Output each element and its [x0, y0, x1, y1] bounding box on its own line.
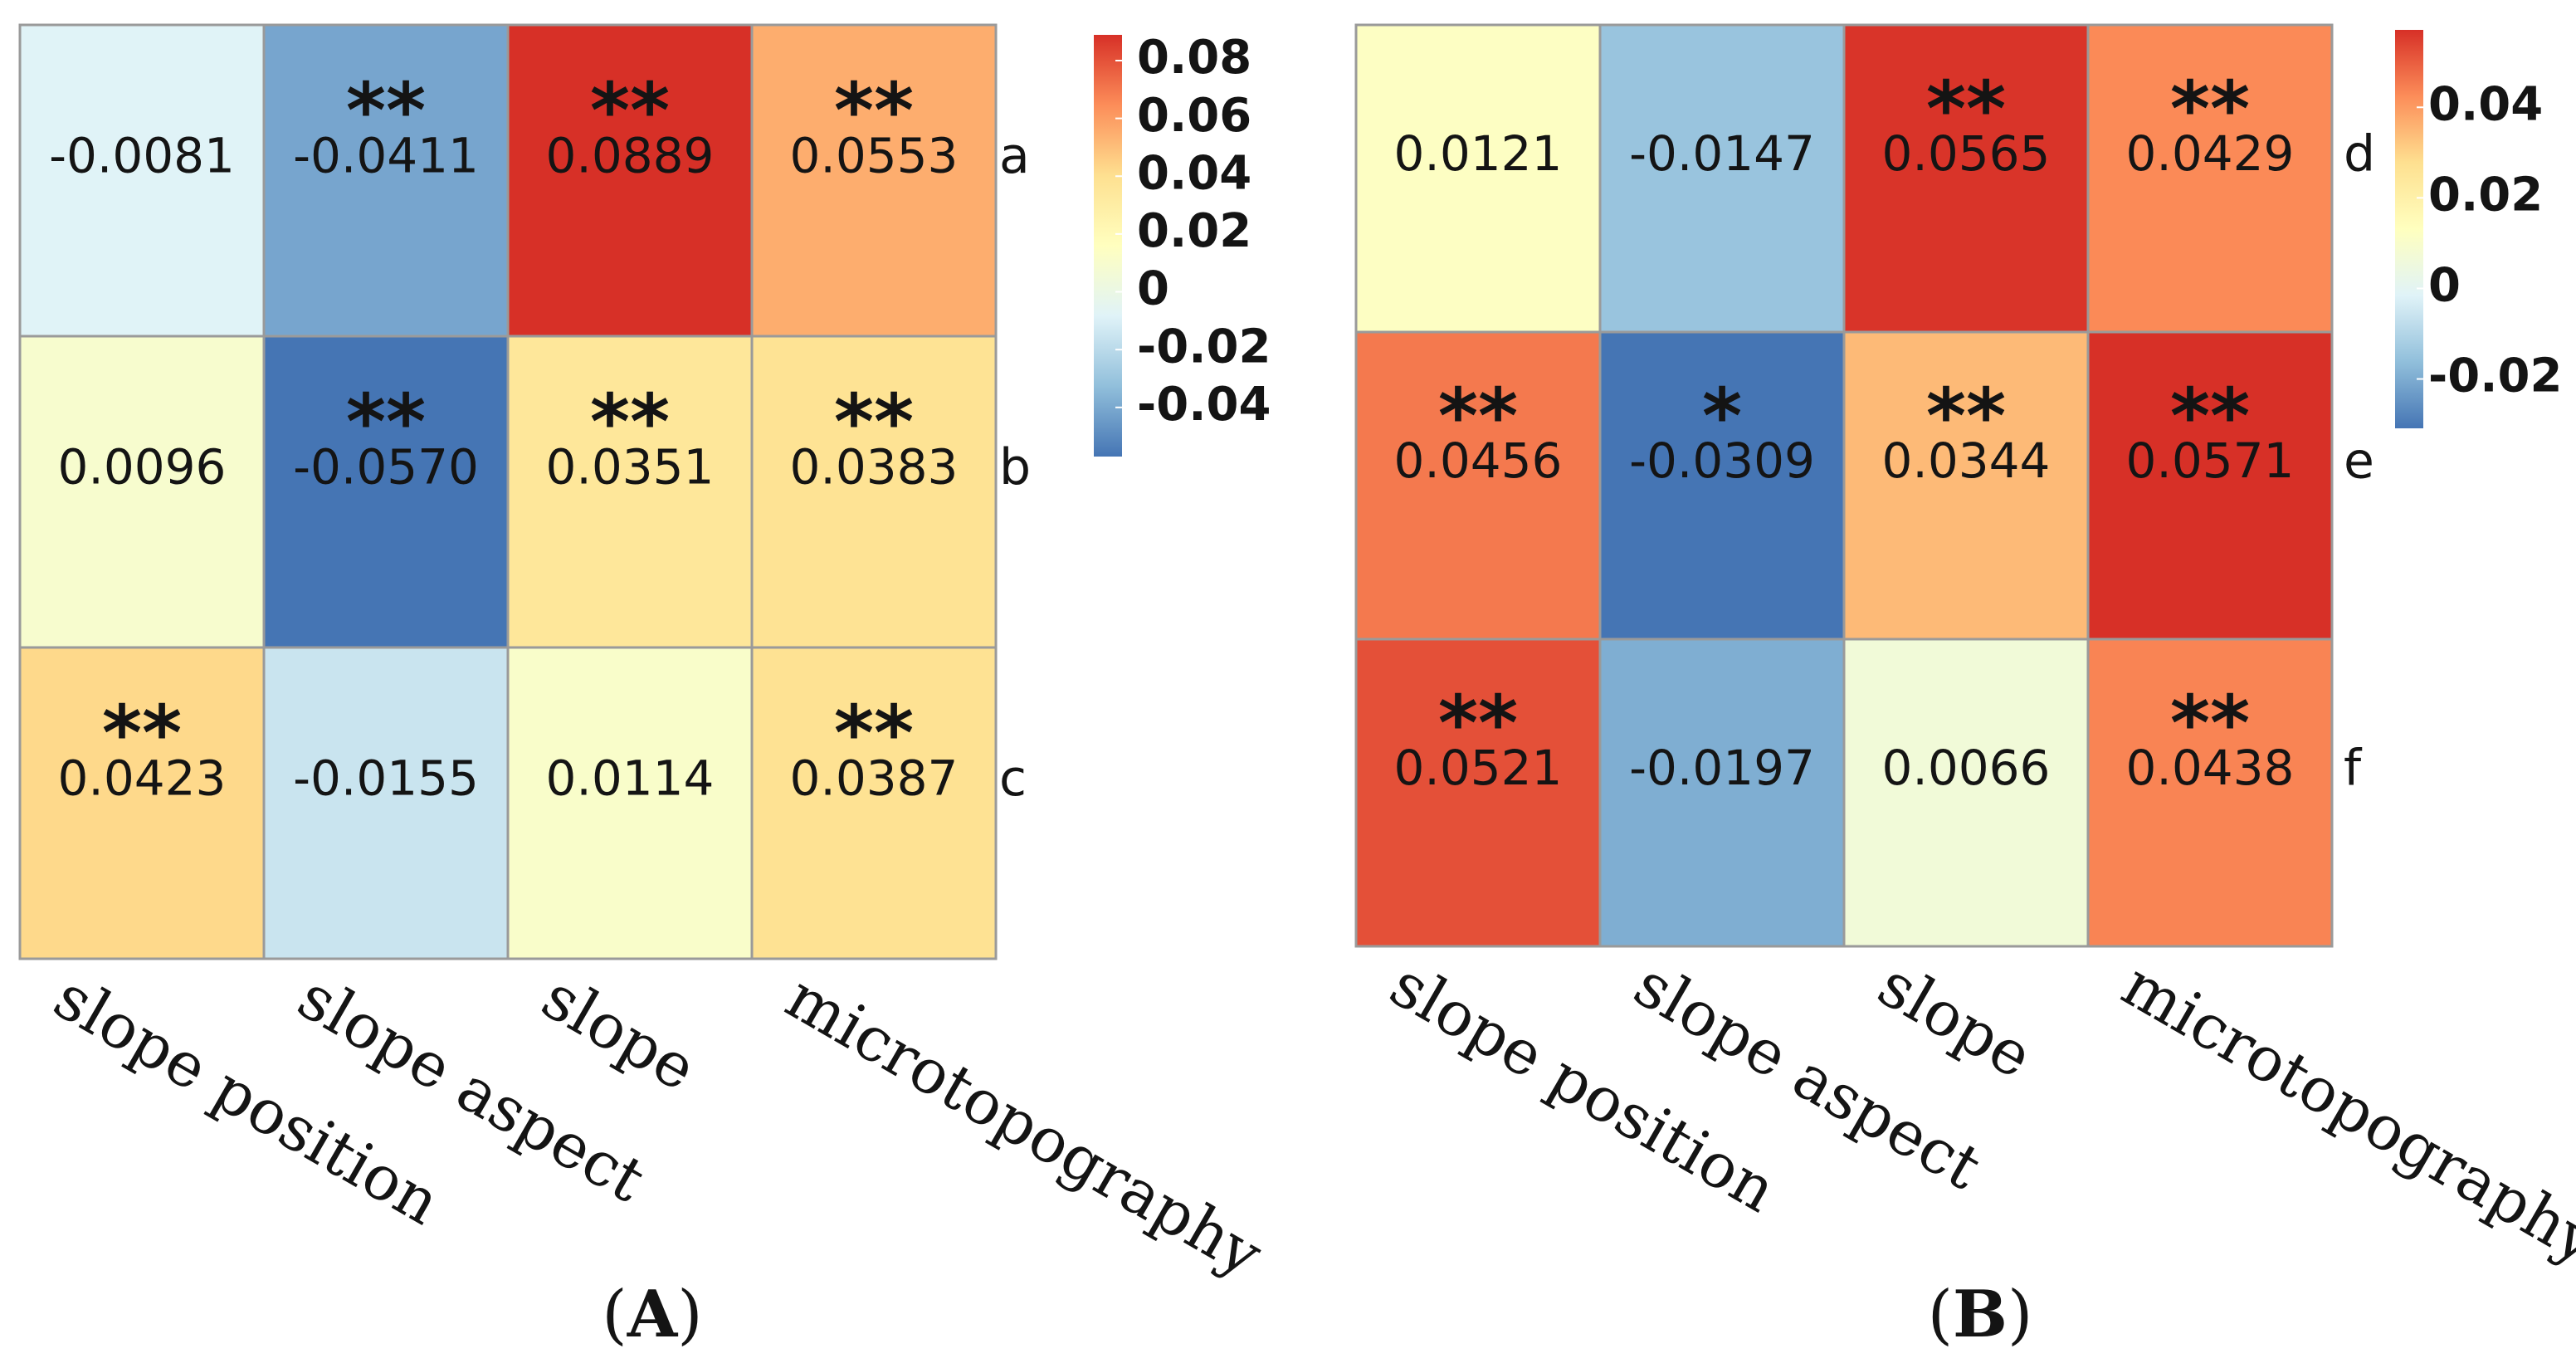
significance-marker: ** [1438, 372, 1518, 461]
colorbar-tick-label: 0 [1137, 262, 1169, 316]
row-label-e: e [2344, 432, 2374, 491]
colorbar-tick-label: 0.02 [2428, 169, 2543, 222]
heatmap-cell [1354, 330, 1602, 641]
colorbar [1094, 35, 1122, 457]
cell-value-label: 0.0423 [58, 750, 227, 806]
colorbar-tick-label: 0 [2428, 259, 2461, 313]
heatmap-cell [1842, 638, 2090, 948]
cell-value-label: 0.0096 [58, 438, 227, 495]
colorbar-tick-label: -0.02 [1137, 320, 1271, 374]
heatmap-cell [2086, 638, 2334, 948]
colorbar-tick-label: 0.04 [2428, 77, 2543, 131]
colorbar-tick-label: -0.02 [2428, 349, 2562, 403]
cell-value-label: 0.0066 [1882, 740, 2051, 796]
heatmap-cell [1354, 638, 1602, 948]
row-label-b: b [999, 438, 1031, 496]
cell-value-label: -0.0570 [293, 438, 479, 495]
heatmap-cell [1354, 23, 1602, 334]
column-label-microtopography: microtopography [774, 961, 1274, 1291]
heatmap-cell [1598, 23, 1846, 334]
cell-value-label: 0.0121 [1394, 125, 1563, 182]
significance-marker: ** [590, 378, 670, 467]
heatmap-cell [262, 23, 510, 338]
row-label-f: f [2344, 740, 2363, 798]
significance-marker: ** [346, 378, 426, 467]
cell-value-label: -0.0081 [49, 127, 235, 183]
column-label-slope: slope [530, 961, 708, 1105]
cell-value-label: 0.0553 [790, 127, 959, 183]
cell-value-label: 0.0351 [546, 438, 715, 495]
significance-marker: ** [590, 66, 670, 155]
heatmap-panel-b: 0.0121 -0.0147 0.0565**0.0429**0.0456**-0.… [1354, 23, 2576, 1352]
colorbar-tick-label: 0.04 [1137, 146, 1251, 200]
significance-marker: ** [834, 378, 914, 467]
heatmap-cell [1842, 330, 2090, 641]
cell-value-label: 0.0387 [790, 750, 959, 806]
significance-marker: ** [2170, 372, 2250, 461]
significance-marker: * [1702, 372, 1742, 461]
cell-value-label: 0.0889 [546, 127, 715, 183]
significance-marker: ** [102, 689, 182, 778]
heatmap-cell [750, 23, 998, 338]
cell-value-label: 0.0344 [1882, 432, 2051, 489]
heatmap-cell [1598, 638, 1846, 948]
cell-value-label: 0.0383 [790, 438, 959, 495]
significance-marker: ** [2170, 65, 2250, 154]
significance-marker: ** [346, 66, 426, 155]
cell-value-label: -0.0309 [1629, 432, 1815, 489]
colorbar-tick-label: 0.02 [1137, 204, 1251, 258]
panel-label: (B) [1928, 1277, 2033, 1352]
row-label-a: a [999, 127, 1030, 185]
column-label-slope: slope [1866, 949, 2044, 1092]
heatmap-cell [506, 646, 754, 960]
cell-value-label: 0.0521 [1394, 740, 1563, 796]
heatmap-cell [506, 335, 754, 649]
colorbar [2395, 30, 2423, 428]
cell-value-label: 0.0571 [2126, 432, 2295, 489]
row-label-c: c [999, 750, 1027, 808]
heatmap-panel-a: -0.0081 -0.0411**0.0889**0.0553**0.0096 -0… [18, 23, 1274, 1352]
heatmap-cell [1842, 23, 2090, 334]
panel-label: (A) [602, 1277, 702, 1352]
column-label-microtopography: microtopography [2110, 949, 2576, 1278]
heatmap-cell [18, 23, 266, 338]
significance-marker: ** [834, 66, 914, 155]
significance-marker: ** [1926, 65, 2006, 154]
significance-marker: ** [834, 689, 914, 778]
cell-value-label: 0.0114 [546, 750, 715, 806]
cell-value-label: 0.0429 [2126, 125, 2295, 182]
cell-value-label: 0.0565 [1882, 125, 2051, 182]
cell-value-label: -0.0197 [1629, 740, 1815, 796]
cell-value-label: 0.0456 [1394, 432, 1563, 489]
colorbar-tick-label: 0.06 [1137, 89, 1251, 143]
heatmap-cell [750, 646, 998, 960]
significance-marker: ** [1438, 679, 1518, 768]
heatmap-cell [262, 646, 510, 960]
cell-value-label: -0.0411 [293, 127, 479, 183]
significance-marker: ** [2170, 679, 2250, 768]
cell-value-label: 0.0438 [2126, 740, 2295, 796]
significance-marker: ** [1926, 372, 2006, 461]
heatmap-cell [262, 335, 510, 649]
cell-value-label: -0.0147 [1629, 125, 1815, 182]
heatmap-cell [2086, 23, 2334, 334]
row-label-d: d [2344, 125, 2375, 183]
heatmap-cell [750, 335, 998, 649]
colorbar-tick-label: 0.08 [1137, 31, 1251, 85]
heatmap-cell [506, 23, 754, 338]
colorbar-tick-label: -0.04 [1137, 378, 1271, 432]
cell-value-label: -0.0155 [293, 750, 479, 806]
